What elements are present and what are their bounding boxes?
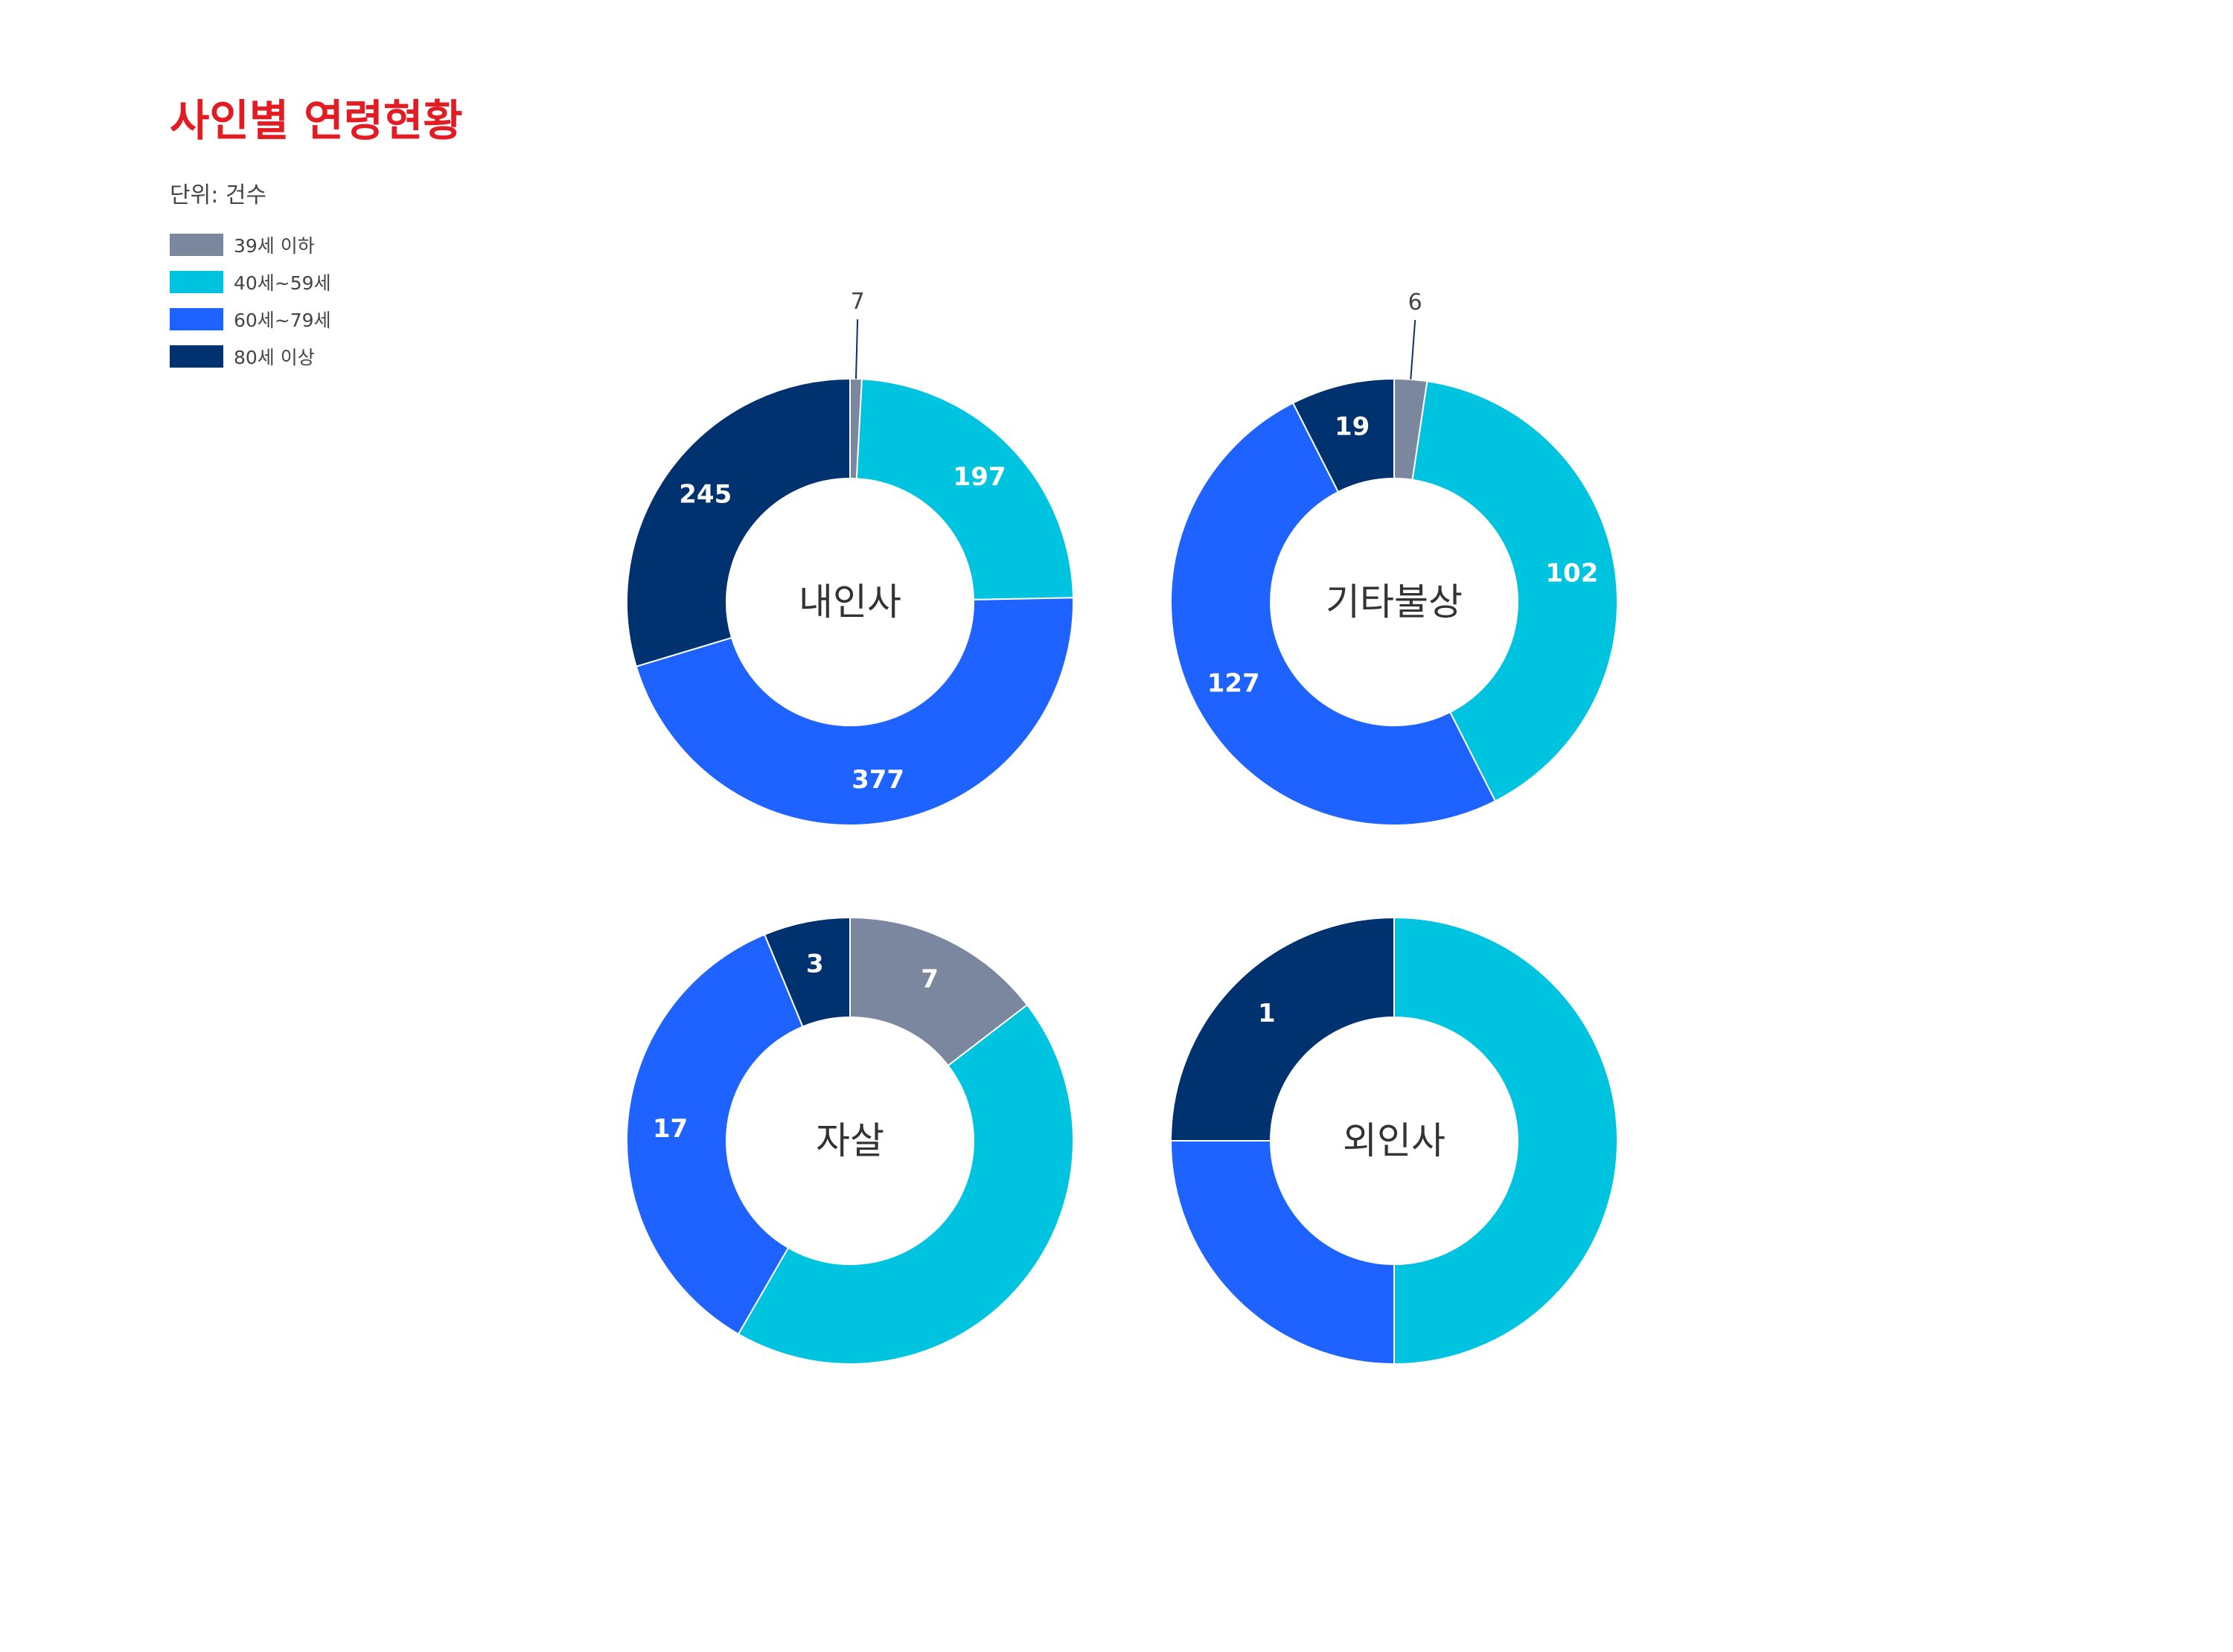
donut-chart: 7 17 3 자살 bbox=[626, 916, 1075, 1366]
donut-center-label: 기타불상 bbox=[1326, 580, 1463, 624]
donut-inner-band bbox=[1394, 478, 1413, 505]
donut-slice bbox=[1169, 1140, 1395, 1366]
donut-inner-band bbox=[726, 1026, 813, 1248]
legend-label: 39세 이하 bbox=[234, 235, 315, 257]
donut-inner-band bbox=[850, 478, 857, 505]
data-label: 3 bbox=[806, 950, 824, 979]
donut-chart: 7 197 377 245 내인사 bbox=[626, 289, 1074, 826]
donut-chart: 6 102 127 19 기타불상 bbox=[1170, 289, 1618, 826]
donut-center-label: 자살 bbox=[816, 1119, 884, 1162]
donut-slice bbox=[626, 377, 851, 667]
data-label: 197 bbox=[953, 462, 1006, 492]
legend-swatch bbox=[170, 345, 223, 368]
data-label: 245 bbox=[679, 480, 732, 510]
data-label: 6 bbox=[1408, 289, 1422, 316]
data-label: 1 bbox=[1258, 999, 1276, 1028]
data-label: 7 bbox=[921, 964, 939, 994]
donut-inner-band bbox=[732, 599, 974, 726]
legend-item: 80세 이상 bbox=[170, 344, 331, 369]
chart-title: 사인별 연령현황 bbox=[170, 95, 463, 146]
donut-center-label: 외인사 bbox=[1343, 1119, 1445, 1162]
donut-slice bbox=[1411, 380, 1618, 802]
donut-slice bbox=[737, 1003, 1075, 1366]
legend-swatch bbox=[170, 234, 223, 256]
data-label: 102 bbox=[1545, 558, 1598, 588]
leader-line bbox=[854, 319, 859, 380]
donut-inner-band bbox=[726, 478, 850, 638]
data-label: 19 bbox=[1335, 412, 1370, 442]
donut-slice bbox=[635, 597, 1074, 826]
data-label: 127 bbox=[1207, 669, 1260, 699]
donut-center-label: 내인사 bbox=[799, 580, 901, 624]
donut-slice bbox=[626, 933, 804, 1336]
donut-inner-band bbox=[1271, 1017, 1394, 1141]
donut-slice bbox=[1393, 916, 1618, 1366]
donut-slice bbox=[1169, 916, 1395, 1142]
donut-slice bbox=[855, 378, 1074, 601]
unit-label: 단위: 건수 bbox=[170, 182, 267, 208]
leader-line bbox=[1410, 319, 1416, 380]
legend-swatch bbox=[170, 271, 223, 293]
donut-inner-band bbox=[802, 1017, 850, 1051]
legend-item: 40세~59세 bbox=[170, 269, 331, 295]
legend-item: 39세 이하 bbox=[170, 232, 331, 257]
donut-slice bbox=[763, 916, 851, 1028]
donut-inner-band bbox=[1271, 491, 1451, 726]
data-label: 7 bbox=[851, 289, 865, 315]
data-label: 377 bbox=[852, 765, 904, 795]
legend: 39세 이하 40세~59세 60세~79세 80세 이상 bbox=[170, 232, 331, 381]
donut-slice bbox=[1291, 377, 1395, 493]
legend-label: 80세 이상 bbox=[234, 347, 315, 368]
donut-inner-band bbox=[1271, 1141, 1394, 1264]
legend-label: 60세~79세 bbox=[234, 310, 331, 331]
donut-inner-band bbox=[1338, 478, 1394, 515]
data-label: 17 bbox=[653, 1114, 688, 1144]
legend-item: 60세~79세 bbox=[170, 307, 331, 332]
donut-chart: 1 외인사 bbox=[1169, 916, 1618, 1366]
donut-inner-band bbox=[1394, 1017, 1518, 1264]
donut-inner-band bbox=[788, 1065, 974, 1264]
donut-inner-band bbox=[855, 478, 974, 601]
donut-slice bbox=[1170, 402, 1497, 826]
donut-inner-band bbox=[1408, 479, 1518, 713]
legend-label: 40세~59세 bbox=[234, 272, 331, 294]
donut-inner-band bbox=[850, 1017, 948, 1081]
legend-swatch bbox=[170, 308, 223, 330]
donut-slice bbox=[849, 916, 1029, 1067]
